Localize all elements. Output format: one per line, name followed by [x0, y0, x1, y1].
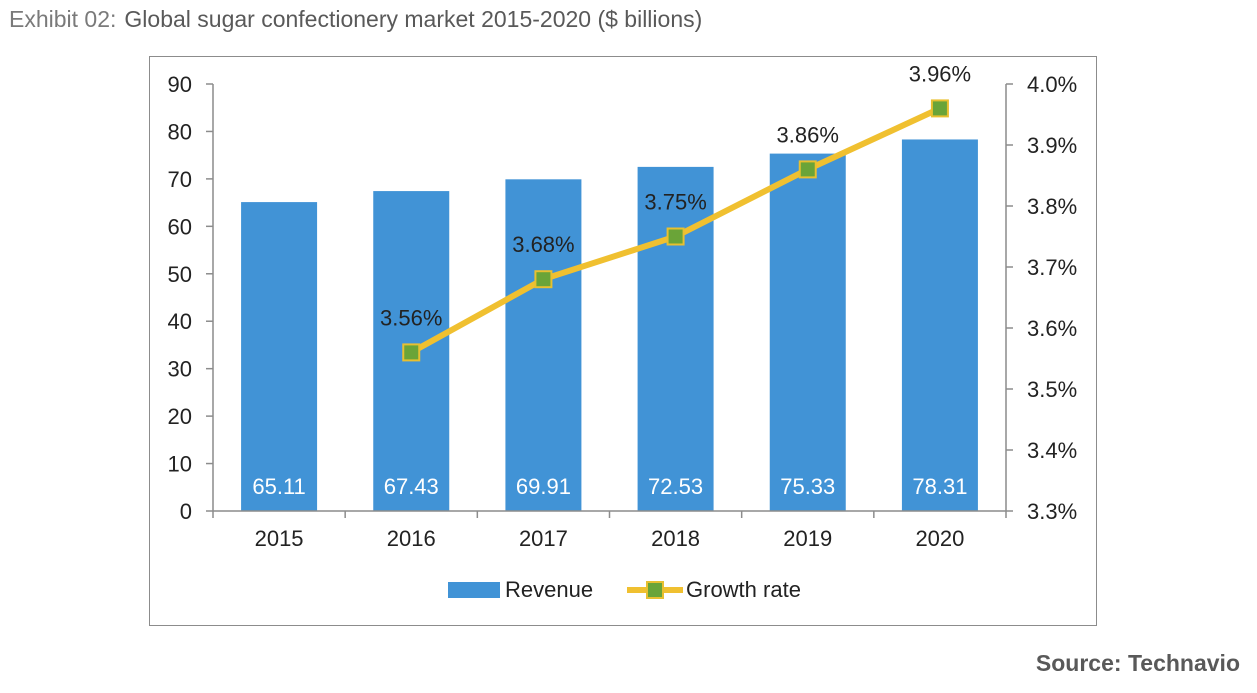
- growth-marker-2016: [403, 344, 419, 360]
- right-tick-label: 3.7%: [1027, 255, 1077, 280]
- left-tick-label: 50: [168, 262, 192, 287]
- x-tick-label-2018: 2018: [651, 526, 700, 551]
- legend-growth-marker: [647, 582, 663, 598]
- left-tick-label: 0: [180, 499, 192, 524]
- x-tick-label-2017: 2017: [519, 526, 568, 551]
- left-tick-label: 80: [168, 119, 192, 144]
- legend-revenue-swatch: [448, 582, 500, 598]
- revenue-bar-2017: [505, 179, 581, 511]
- growth-marker-2018: [668, 229, 684, 245]
- left-tick-label: 60: [168, 214, 192, 239]
- revenue-bar-2019: [770, 154, 846, 511]
- growth-label-2016: 3.56%: [380, 305, 442, 330]
- revenue-growth-chart: 65.11 67.43 69.91 72.53 75.33 78.31 0 10 20 30 40 5…: [0, 0, 1257, 693]
- growth-marker-2017: [535, 271, 551, 287]
- revenue-label-2018: 72.53: [648, 474, 703, 499]
- right-tick-label: 4.0%: [1027, 72, 1077, 97]
- source-note: Source: Technavio: [1036, 650, 1240, 677]
- left-tick-label: 30: [168, 357, 192, 382]
- left-tick-label: 90: [168, 72, 192, 97]
- revenue-label-2019: 75.33: [780, 474, 835, 499]
- right-tick-label: 3.3%: [1027, 499, 1077, 524]
- right-tick-label: 3.4%: [1027, 438, 1077, 463]
- legend-revenue-label: Revenue: [505, 577, 593, 602]
- right-tick-label: 3.9%: [1027, 133, 1077, 158]
- right-tick-label: 3.6%: [1027, 316, 1077, 341]
- right-tick-label: 3.8%: [1027, 194, 1077, 219]
- right-tick-label: 3.5%: [1027, 377, 1077, 402]
- left-tick-label: 10: [168, 452, 192, 477]
- revenue-label-2016: 67.43: [384, 474, 439, 499]
- left-tick-label: 40: [168, 309, 192, 334]
- growth-marker-2020: [932, 100, 948, 116]
- growth-label-2019: 3.86%: [777, 122, 839, 147]
- left-tick-label: 20: [168, 404, 192, 429]
- left-tick-label: 70: [168, 167, 192, 192]
- revenue-label-2015: 65.11: [252, 474, 305, 499]
- growth-marker-2019: [800, 161, 816, 177]
- revenue-label-2020: 78.31: [912, 474, 967, 499]
- revenue-bar-2018: [638, 167, 714, 511]
- x-tick-label-2020: 2020: [915, 526, 964, 551]
- revenue-label-2017: 69.91: [516, 474, 571, 499]
- x-tick-label-2015: 2015: [255, 526, 304, 551]
- legend-growth-label: Growth rate: [686, 577, 801, 602]
- growth-label-2020: 3.96%: [909, 61, 971, 86]
- revenue-bar-2015: [241, 202, 317, 511]
- revenue-bar-2020: [902, 139, 978, 511]
- growth-label-2017: 3.68%: [512, 232, 574, 257]
- x-tick-label-2016: 2016: [387, 526, 436, 551]
- x-tick-label-2019: 2019: [783, 526, 832, 551]
- growth-label-2018: 3.75%: [644, 190, 706, 215]
